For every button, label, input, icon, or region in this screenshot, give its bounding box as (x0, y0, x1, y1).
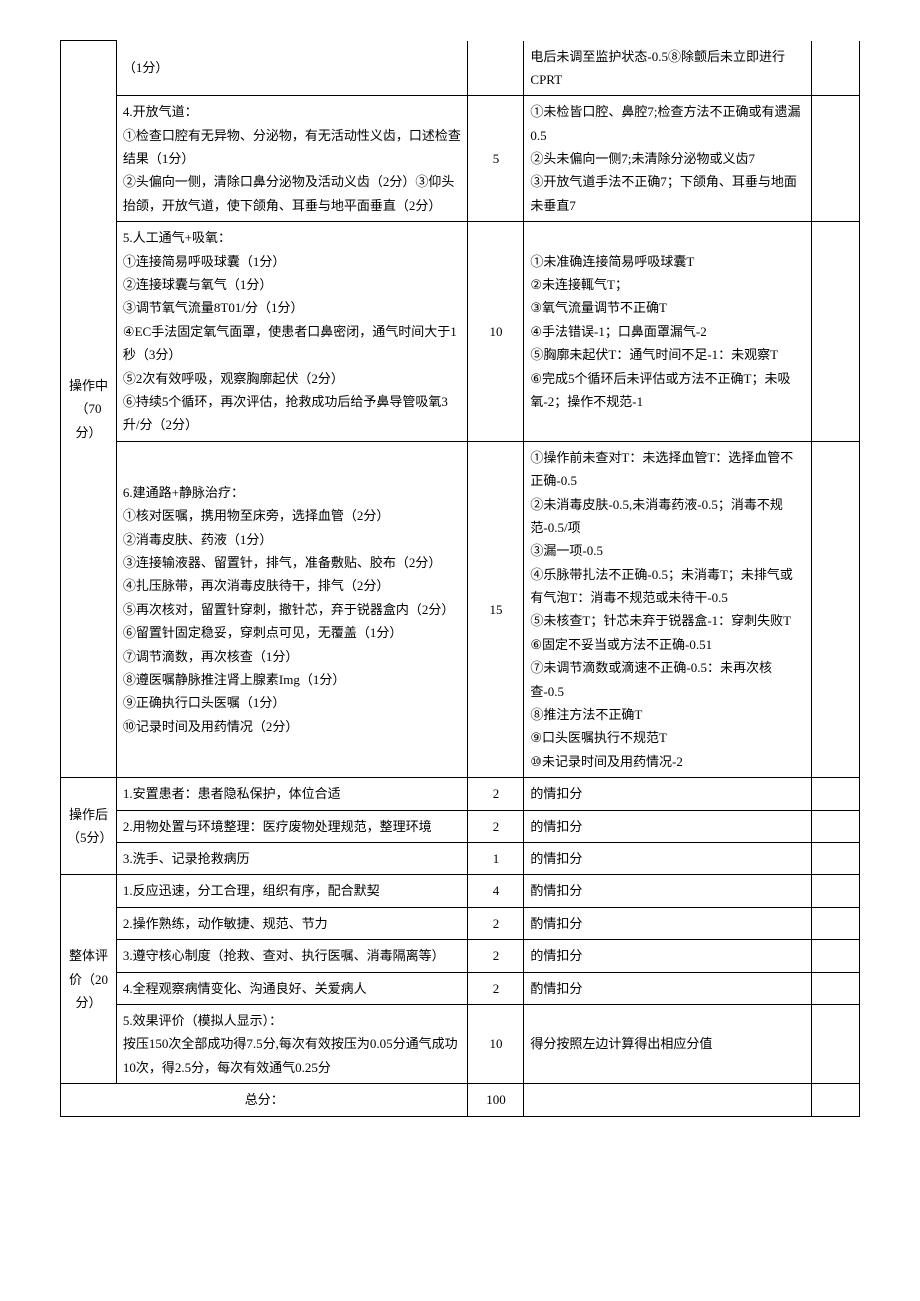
overall-row0-desc: 1.反应迅速，分工合理，组织有序，配合默契 (116, 875, 468, 907)
overall-row0-score: 4 (468, 875, 524, 907)
category-op-after: 操作后（5分） (61, 778, 117, 875)
overall-row4-deduct: 得分按照左边计算得出相应分值 (524, 1004, 812, 1083)
op-mid-row3-deduct: ①操作前未查对T：未选择血管T：选择血管不正确-0.5②未消毒皮肤-0.5,未消… (524, 441, 812, 777)
overall-row1-score: 2 (468, 907, 524, 939)
overall-row0-get (812, 875, 860, 907)
overall-row4-get (812, 1004, 860, 1083)
total-get (812, 1084, 860, 1116)
overall-row0-deduct: 酌情扣分 (524, 875, 812, 907)
op-mid-row2-score: 10 (468, 222, 524, 442)
op-mid-row3-get (812, 441, 860, 777)
op-mid-row1-desc: 4.开放气道：①检查口腔有无异物、分泌物，有无活动性义齿，口述检查结果（1分）②… (116, 96, 468, 222)
overall-row1-deduct: 酌情扣分 (524, 907, 812, 939)
op-after-row2-score: 1 (468, 843, 524, 875)
scoring-table: 操作中（70分） （1分） 电后未调至监护状态-0.5⑧除颤后未立即进行CPRT… (60, 40, 860, 1117)
op-after-row1-desc: 2.用物处置与环境整理：医疗废物处理规范，整理环境 (116, 810, 468, 842)
op-after-row0-score: 2 (468, 778, 524, 810)
overall-row3-get (812, 972, 860, 1004)
op-mid-row3-desc: 6.建通路+静脉治疗：①核对医嘱，携用物至床旁，选择血管（2分）②消毒皮肤、药液… (116, 441, 468, 777)
op-mid-row2-deduct: ①未准确连接简易呼吸球囊T②未连接輒气T；③氧气流量调节不正确T④手法错误-1；… (524, 222, 812, 442)
op-after-row2-get (812, 843, 860, 875)
overall-row4-desc: 5.效果评价（模拟人显示）：按压150次全部成功得7.5分,每次有效按压为0.0… (116, 1004, 468, 1083)
overall-row2-get (812, 940, 860, 972)
category-overall: 整体评价（20分） (61, 875, 117, 1084)
op-mid-row1-score: 5 (468, 96, 524, 222)
overall-row2-desc: 3.遵守核心制度（抢救、查对、执行医嘱、消毒隔离等） (116, 940, 468, 972)
op-after-row1-get (812, 810, 860, 842)
category-op-mid: 操作中（70分） (61, 41, 117, 778)
overall-row2-score: 2 (468, 940, 524, 972)
op-mid-row3-score: 15 (468, 441, 524, 777)
op-mid-row0-deduct: 电后未调至监护状态-0.5⑧除颤后未立即进行CPRT (524, 41, 812, 96)
op-after-row2-desc: 3.洗手、记录抢救病历 (116, 843, 468, 875)
overall-row4-score: 10 (468, 1004, 524, 1083)
op-after-row0-desc: 1.安置患者：患者隐私保护，体位合适 (116, 778, 468, 810)
overall-row1-desc: 2.操作熟练，动作敏捷、规范、节力 (116, 907, 468, 939)
op-after-row2-deduct: 的情扣分 (524, 843, 812, 875)
op-mid-row2-desc: 5.人工通气+吸氧：①连接简易呼吸球囊（1分）②连接球囊与氧气（1分）③调节氧气… (116, 222, 468, 442)
op-mid-row1-deduct: ①未检皆口腔、鼻腔7;检查方法不正确或有遗漏0.5②头未偏向一侧7;未清除分泌物… (524, 96, 812, 222)
op-mid-row1-get (812, 96, 860, 222)
op-mid-row2-get (812, 222, 860, 442)
op-after-row1-deduct: 的情扣分 (524, 810, 812, 842)
op-mid-row0-score (468, 41, 524, 96)
overall-row2-deduct: 的情扣分 (524, 940, 812, 972)
total-value: 100 (468, 1084, 524, 1116)
op-mid-row0-desc: （1分） (116, 41, 468, 96)
total-deduct (524, 1084, 812, 1116)
op-after-row0-get (812, 778, 860, 810)
op-after-row1-score: 2 (468, 810, 524, 842)
overall-row3-score: 2 (468, 972, 524, 1004)
total-label: 总分： (61, 1084, 468, 1116)
overall-row3-desc: 4.全程观察病情变化、沟通良好、关爱病人 (116, 972, 468, 1004)
op-mid-row0-get (812, 41, 860, 96)
op-after-row0-deduct: 的情扣分 (524, 778, 812, 810)
overall-row3-deduct: 酌情扣分 (524, 972, 812, 1004)
overall-row1-get (812, 907, 860, 939)
